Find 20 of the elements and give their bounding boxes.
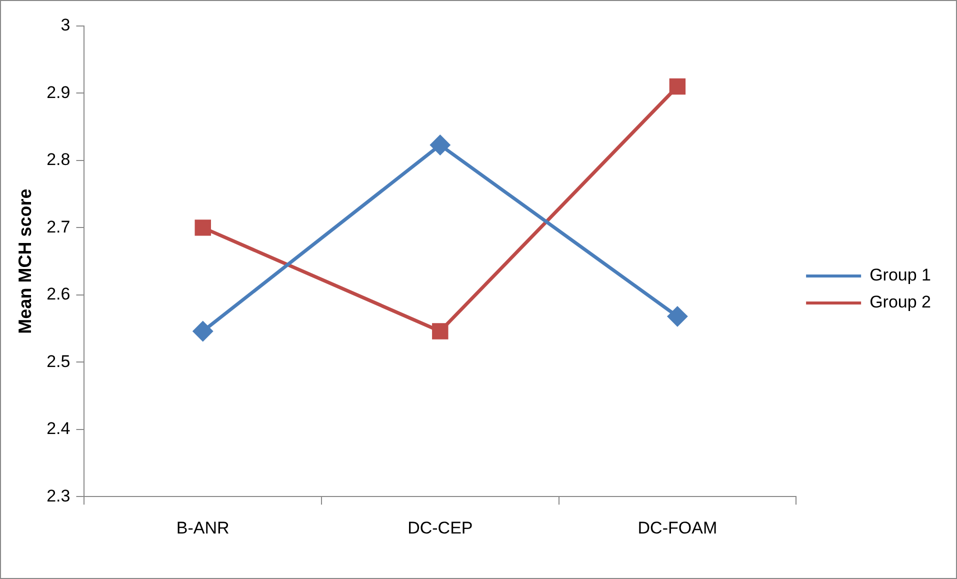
y-tick-label: 2.5: [46, 352, 70, 371]
point: [668, 306, 688, 326]
x-tick-label: B-ANR: [176, 518, 230, 538]
y-tick-label: 3: [60, 16, 70, 35]
x-tick-label: DC-CEP: [408, 518, 473, 538]
point: [193, 321, 213, 341]
y-tick-label: 2.4: [46, 419, 70, 438]
point: [194, 220, 211, 236]
x-tick-label: DC-FOAM: [638, 518, 718, 538]
legend-label: Group 2: [870, 292, 932, 312]
y-tick-label: 2.3: [46, 486, 70, 506]
legend-label: Group 1: [870, 266, 932, 285]
y-tick-label: 2.9: [46, 82, 70, 102]
y-axis-title: Mean MCH score: [14, 188, 35, 334]
y-tick-label: 2.6: [46, 284, 70, 304]
point: [669, 78, 686, 95]
point: [430, 135, 450, 155]
point: [432, 323, 448, 340]
y-tick-label: 2.8: [46, 150, 70, 170]
y-tick-label: 2.7: [46, 217, 70, 236]
